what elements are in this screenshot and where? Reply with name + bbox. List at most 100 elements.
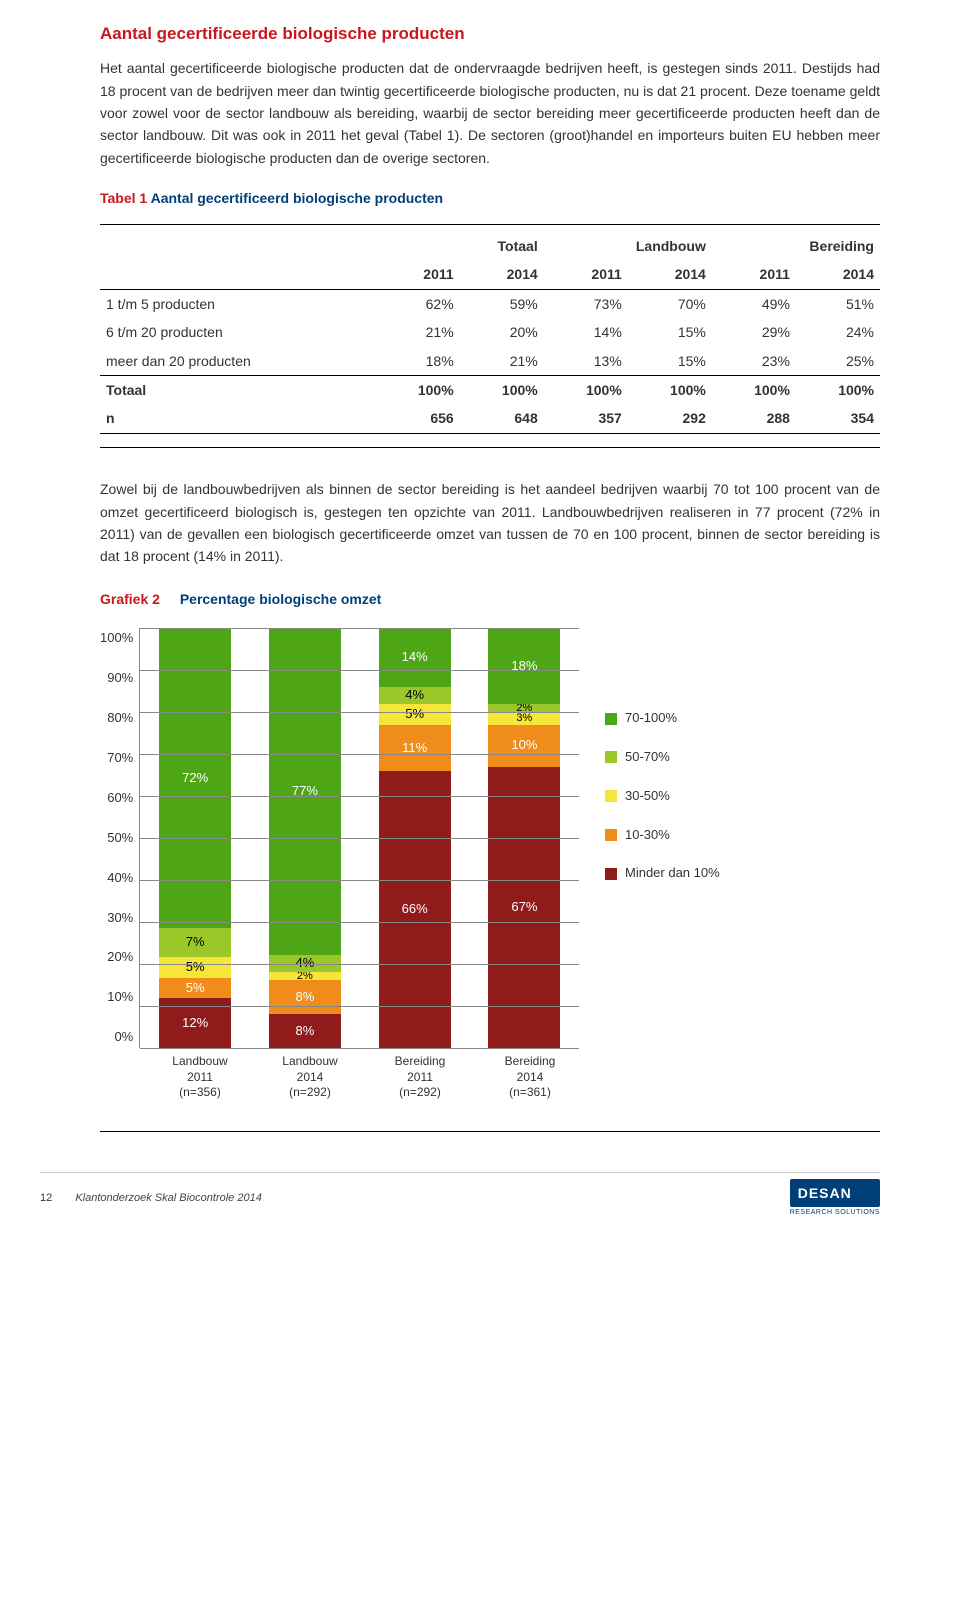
cell-value: 62% <box>376 289 460 318</box>
y-tick: 10% <box>107 987 133 1008</box>
cell-value: 70% <box>628 289 712 318</box>
legend-label: 70-100% <box>625 708 677 729</box>
bar-segment: 5% <box>159 978 231 999</box>
grid-line <box>140 838 579 839</box>
bar-segment: 4% <box>379 687 451 704</box>
legend-item: 30-50% <box>605 786 720 807</box>
row-label: n <box>100 404 376 433</box>
legend-label: 30-50% <box>625 786 670 807</box>
col-2014: 2014 <box>796 260 880 289</box>
col-2014: 2014 <box>628 260 712 289</box>
grid-line <box>140 1048 579 1049</box>
y-tick: 40% <box>107 868 133 889</box>
cell-value: 357 <box>544 404 628 433</box>
legend-swatch <box>605 829 617 841</box>
legend-label: 50-70% <box>625 747 670 768</box>
table-row: n656648357292288354 <box>100 404 880 433</box>
cell-value: 14% <box>544 318 628 346</box>
col-group-landbouw: Landbouw <box>544 232 712 260</box>
x-label: Landbouw2011(n=356) <box>164 1054 236 1101</box>
cell-value: 354 <box>796 404 880 433</box>
x-label: Bereiding2014(n=361) <box>494 1054 566 1101</box>
legend-swatch <box>605 868 617 880</box>
cell-value: 73% <box>544 289 628 318</box>
table-row: meer dan 20 producten18%21%13%15%23%25% <box>100 347 880 376</box>
legend-label: Minder dan 10% <box>625 863 720 884</box>
page-number: 12 <box>40 1192 52 1204</box>
bar-segment: 5% <box>379 704 451 725</box>
legend-item: 10-30% <box>605 825 720 846</box>
legend-swatch <box>605 751 617 763</box>
grid-line <box>140 754 579 755</box>
footer-text: Klantonderzoek Skal Biocontrole 2014 <box>75 1192 262 1204</box>
logo-text: DESAN <box>790 1179 880 1207</box>
cell-value: 100% <box>460 375 544 404</box>
table-row: 1 t/m 5 producten62%59%73%70%49%51% <box>100 289 880 318</box>
grid-line <box>140 922 579 923</box>
bar-segment: 77% <box>269 628 341 955</box>
bar-segment: 14% <box>379 628 451 687</box>
col-2011: 2011 <box>712 260 796 289</box>
chart-2-num: Grafiek 2 <box>100 591 160 607</box>
col-2011: 2011 <box>544 260 628 289</box>
legend-item: 70-100% <box>605 708 720 729</box>
cell-value: 21% <box>460 347 544 376</box>
cell-value: 24% <box>796 318 880 346</box>
cell-value: 656 <box>376 404 460 433</box>
col-2014: 2014 <box>460 260 544 289</box>
legend-item: Minder dan 10% <box>605 863 720 884</box>
row-label: meer dan 20 producten <box>100 347 376 376</box>
bar-segment: 18% <box>488 628 560 704</box>
x-label: Bereiding2011(n=292) <box>384 1054 456 1101</box>
grid-line <box>140 796 579 797</box>
y-tick: 90% <box>107 668 133 689</box>
cell-value: 288 <box>712 404 796 433</box>
y-tick: 20% <box>107 947 133 968</box>
col-2011: 2011 <box>376 260 460 289</box>
table-1-num: Tabel 1 <box>100 190 147 206</box>
bar-segment: 3% <box>488 712 560 725</box>
row-label: Totaal <box>100 375 376 404</box>
cell-value: 18% <box>376 347 460 376</box>
grid-line <box>140 628 579 629</box>
footer-logo: DESAN RESEARCH SOLUTIONS <box>790 1179 880 1219</box>
paragraph-1: Het aantal gecertificeerde biologische p… <box>100 57 880 169</box>
bar-segment: 11% <box>379 725 451 771</box>
plot-area: 12%5%5%7%72%8%8%2%4%77%66%11%5%4%14%67%1… <box>139 628 579 1048</box>
bar-segment: 8% <box>269 980 341 1014</box>
x-axis-labels: Landbouw2011(n=356) Landbouw2014(n=292) Be… <box>145 1054 585 1101</box>
chart-2-title: Grafiek 2 Percentage biologische omzet <box>100 588 880 610</box>
table-1: Totaal Landbouw Bereiding 2011 2014 2011… <box>100 224 880 449</box>
y-tick: 30% <box>107 908 133 929</box>
table-1-text: Aantal gecertificeerd biologische produc… <box>151 190 444 206</box>
cell-value: 13% <box>544 347 628 376</box>
table-group-header: Totaal Landbouw Bereiding <box>100 232 880 260</box>
cell-value: 21% <box>376 318 460 346</box>
cell-value: 100% <box>544 375 628 404</box>
chart-2: 100%90%80%70%60%50%40%30%20%10%0% 12%5%5… <box>100 628 880 1132</box>
cell-value: 49% <box>712 289 796 318</box>
y-axis: 100%90%80%70%60%50%40%30%20%10%0% <box>100 628 139 1048</box>
x-label: Landbouw2014(n=292) <box>274 1054 346 1101</box>
y-tick: 70% <box>107 748 133 769</box>
bar-segment: 2% <box>488 704 560 712</box>
col-group-totaal: Totaal <box>376 232 544 260</box>
cell-value: 100% <box>376 375 460 404</box>
y-tick: 0% <box>114 1027 133 1048</box>
cell-value: 59% <box>460 289 544 318</box>
cell-value: 51% <box>796 289 880 318</box>
table-sub-header: 2011 2014 2011 2014 2011 2014 <box>100 260 880 289</box>
y-tick: 80% <box>107 708 133 729</box>
table-1-title: Tabel 1 Aantal gecertificeerd biologisch… <box>100 187 880 209</box>
bar-segment: 72% <box>159 628 231 927</box>
y-tick: 60% <box>107 788 133 809</box>
grid-line <box>140 880 579 881</box>
bar-segment: 8% <box>269 1014 341 1048</box>
bar-segment: 5% <box>159 957 231 978</box>
table-row: Totaal100%100%100%100%100%100% <box>100 375 880 404</box>
row-label: 1 t/m 5 producten <box>100 289 376 318</box>
grid-line <box>140 964 579 965</box>
grid-line <box>140 670 579 671</box>
logo-subtext: RESEARCH SOLUTIONS <box>790 1207 880 1218</box>
cell-value: 23% <box>712 347 796 376</box>
